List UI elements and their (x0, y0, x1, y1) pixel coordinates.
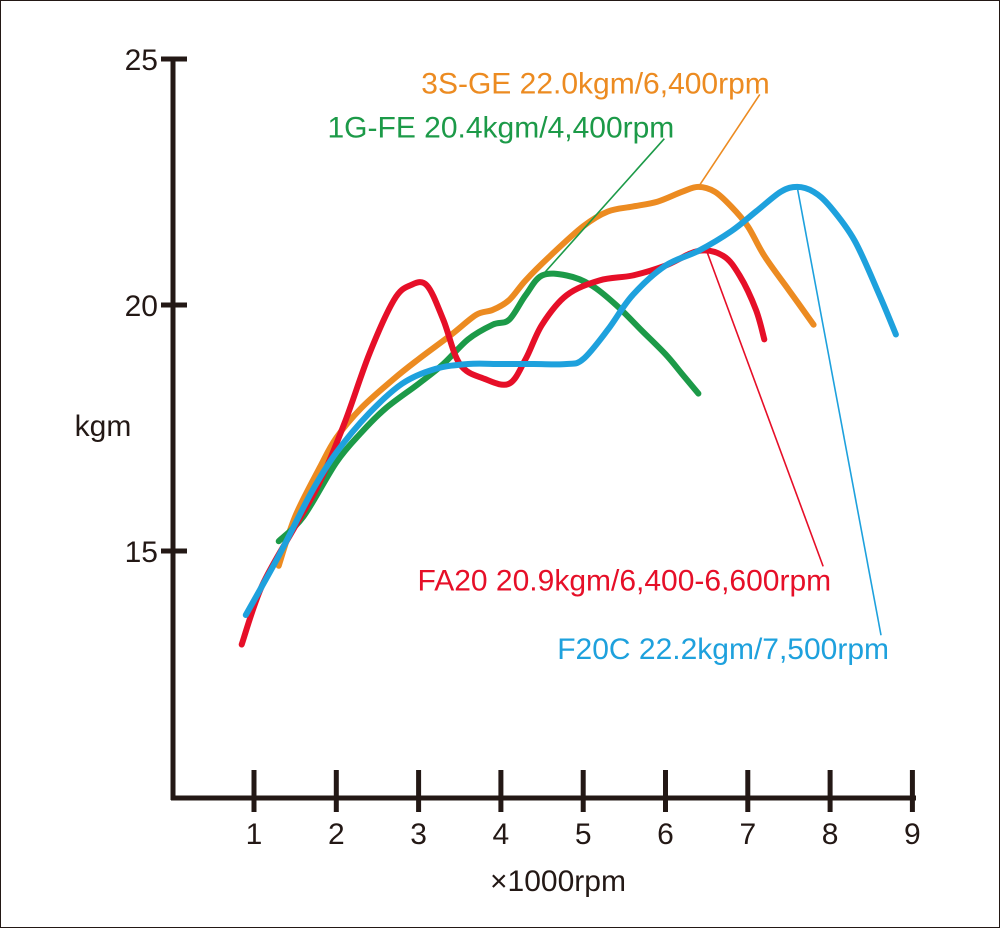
leader-line-1g-fe (541, 138, 665, 277)
leader-line-f20c (796, 186, 882, 636)
x-tick-label: 5 (575, 818, 592, 851)
labels-layer: 3S-GE 22.0kgm/6,400rpm 1G-FE 20.4kgm/4,40… (327, 67, 889, 666)
x-tick-label: 4 (493, 818, 510, 851)
y-tick-label: 15 (125, 536, 158, 569)
series-label-3s-ge: 3S-GE 22.0kgm/6,400rpm (421, 67, 770, 100)
x-tick-label: 9 (904, 818, 921, 851)
series-line-1g-fe (275, 270, 702, 545)
leader-line-fa20 (705, 250, 824, 567)
y-tick-label: 25 (125, 44, 158, 77)
series-label-f20c: F20C 22.2kgm/7,500rpm (557, 633, 889, 666)
x-tick-label: 8 (822, 818, 839, 851)
series-label-1g-fe: 1G-FE 20.4kgm/4,400rpm (327, 112, 674, 145)
series-layer (238, 183, 899, 648)
x-tick-label: 7 (739, 818, 756, 851)
y-axis-label: kgm (75, 410, 132, 443)
y-tick-label: 20 (125, 290, 158, 323)
x-tick-label: 2 (328, 818, 345, 851)
series-line-3s-ge (275, 183, 817, 569)
x-tick-label: 6 (657, 818, 674, 851)
series-line-f20c (242, 183, 899, 618)
x-tick-label: 1 (246, 818, 263, 851)
axes: 1 2 3 4 5 6 7 8 9 15 20 25 (125, 44, 921, 851)
x-axis-label: ×1000rpm (490, 865, 626, 898)
series-label-fa20: FA20 20.9kgm/6,400-6,600rpm (418, 564, 832, 597)
leader-line-3s-ge (697, 93, 761, 188)
x-tick-label: 3 (410, 818, 427, 851)
